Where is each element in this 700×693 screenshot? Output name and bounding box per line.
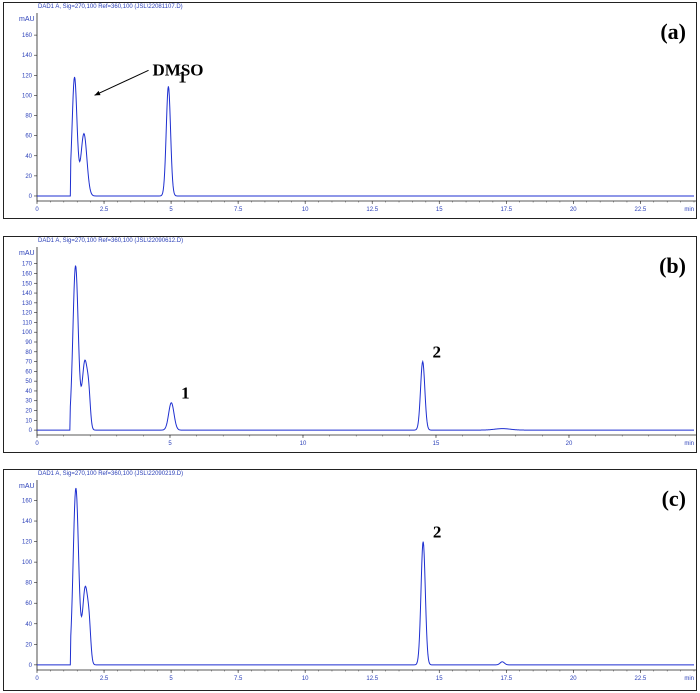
y-tick-label: 40: [25, 389, 32, 395]
x-tick-label: 5: [168, 441, 172, 447]
x-tick-label: 7.5: [234, 207, 243, 213]
y-tick-label: 100: [22, 330, 33, 336]
y-tick-label: 160: [22, 271, 33, 277]
x-tick-label: 2.5: [100, 676, 109, 682]
y-tick-label: 80: [25, 114, 32, 120]
x-tick-label: 10: [302, 207, 309, 213]
x-tick-label: 17.5: [500, 676, 512, 682]
x-tick-label: 0: [35, 207, 39, 213]
peak-label: 2: [432, 343, 441, 362]
y-tick-label: 30: [25, 399, 32, 405]
y-tick-label: 60: [25, 601, 32, 607]
y-tick-label: 80: [25, 350, 32, 356]
x-tick-label: 15: [436, 676, 443, 682]
panel-header: DAD1 A, Sig=270,100 Ref=360,100 (JSL\220…: [38, 4, 183, 10]
y-tick-label: 100: [22, 93, 33, 99]
y-tick-label: 40: [25, 154, 32, 160]
y-tick-label: 10: [25, 418, 32, 424]
x-tick-label: 12.5: [366, 207, 378, 213]
y-tick-label: 0: [29, 663, 33, 669]
y-axis-unit: mAU: [19, 250, 35, 257]
x-tick-label: 12.5: [366, 676, 378, 682]
y-tick-label: 130: [22, 301, 33, 307]
y-axis-unit: mAU: [19, 483, 35, 490]
y-tick-label: 120: [22, 311, 33, 317]
x-tick-label: 10: [302, 676, 309, 682]
x-tick-label: 17.5: [500, 207, 512, 213]
x-tick-label: 20: [570, 676, 577, 682]
y-tick-label: 140: [22, 519, 33, 525]
panel-header: DAD1 A, Sig=270,100 Ref=360,100 (JSL\220…: [38, 471, 184, 477]
y-tick-label: 110: [22, 320, 32, 326]
peak-label: 1: [181, 384, 190, 403]
y-tick-label: 140: [22, 291, 33, 297]
panel-label: (b): [659, 253, 686, 278]
y-tick-label: 60: [25, 134, 32, 140]
x-axis-unit: min: [684, 207, 694, 213]
y-tick-label: 20: [25, 642, 32, 648]
x-tick-label: 15: [436, 207, 443, 213]
y-tick-label: 100: [22, 560, 33, 566]
x-tick-label: 2.5: [100, 207, 109, 213]
y-tick-label: 160: [22, 498, 33, 504]
y-tick-label: 20: [25, 174, 32, 180]
y-tick-label: 20: [25, 409, 32, 415]
y-tick-label: 50: [25, 379, 32, 385]
y-tick-label: 170: [22, 262, 33, 268]
panel-header: DAD1 A, Sig=270,100 Ref=360,100 (JSL\220…: [38, 238, 184, 244]
y-tick-label: 80: [25, 581, 32, 587]
chromatogram-plot: 0102030405060708090100110120130140150160…: [22, 247, 696, 447]
x-tick-label: 7.5: [234, 676, 243, 682]
x-axis-unit: min: [684, 676, 694, 682]
y-axis-unit: mAU: [19, 16, 35, 23]
peak-label: 1: [178, 67, 187, 86]
x-tick-label: 5: [169, 676, 173, 682]
y-tick-label: 70: [25, 360, 32, 366]
annotation-arrowhead: [94, 90, 101, 96]
chromatogram-trace: [37, 76, 694, 197]
x-tick-label: 22.5: [635, 207, 647, 213]
x-tick-label: 5: [169, 207, 173, 213]
chromatogram-panel-b: DAD1 A, Sig=270,100 Ref=360,100 (JSL\220…: [3, 236, 697, 453]
x-tick-label: 0: [35, 441, 39, 447]
chromatogram-panel-c: DAD1 A, Sig=270,100 Ref=360,100 (JSL\220…: [3, 469, 697, 691]
x-axis-unit: min: [684, 441, 694, 447]
annotation-label: DMSO: [153, 60, 204, 79]
chromatogram-plot: 0 20 40 60 80 100 120 140 160 0 2.5 5 7.5 10 12.5 15 17.…: [22, 480, 696, 682]
x-tick-label: 15: [433, 441, 440, 447]
x-tick-label: 0: [35, 676, 39, 682]
y-tick-label: 120: [22, 73, 33, 79]
y-tick-label: 150: [22, 281, 33, 287]
x-tick-label: 22.5: [635, 676, 647, 682]
annotation-arrow: [94, 69, 149, 96]
panel-label: (c): [661, 486, 686, 511]
chromatogram-trace: [37, 265, 694, 431]
x-tick-label: 20: [566, 441, 573, 447]
chromatogram-trace: [37, 487, 694, 666]
y-tick-label: 160: [22, 33, 33, 39]
y-tick-label: 120: [22, 540, 33, 546]
panel-label: (a): [660, 19, 686, 44]
y-tick-label: 0: [29, 194, 33, 200]
y-tick-label: 0: [29, 428, 33, 434]
x-tick-label: 20: [570, 207, 577, 213]
y-tick-label: 140: [22, 53, 33, 59]
chromatogram-panel-a: DAD1 A, Sig=270,100 Ref=360,100 (JSL\220…: [3, 2, 697, 219]
peak-label: 2: [433, 523, 442, 542]
y-tick-label: 60: [25, 369, 32, 375]
y-tick-label: 90: [25, 340, 32, 346]
y-tick-label: 40: [25, 622, 32, 628]
x-tick-label: 10: [300, 441, 307, 447]
